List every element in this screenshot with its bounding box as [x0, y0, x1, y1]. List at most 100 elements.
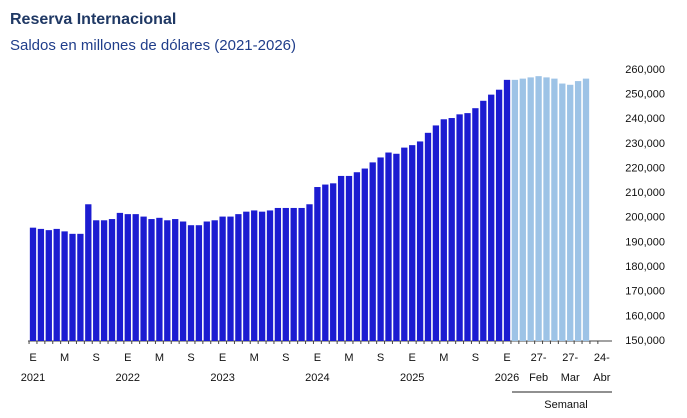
x-tick-label: 24-	[594, 352, 610, 364]
bar	[61, 231, 68, 341]
bar	[227, 216, 234, 341]
x-sublabel: 2024	[305, 372, 329, 384]
bar	[472, 108, 479, 341]
bar	[424, 132, 432, 341]
bar	[393, 153, 400, 341]
bar	[551, 78, 558, 341]
bar	[401, 147, 408, 341]
x-tick-label: E	[503, 352, 510, 364]
bar	[29, 227, 37, 341]
bar	[282, 207, 289, 341]
x-sublabel: 2026	[495, 372, 519, 384]
bar	[45, 230, 52, 341]
bar	[211, 220, 218, 341]
bar	[179, 221, 187, 341]
bar	[464, 113, 471, 341]
y-tick-label: 230,000	[625, 138, 665, 150]
x-tick-label: M	[344, 352, 353, 364]
bar	[432, 125, 440, 341]
chart-title: Reserva Internacional	[10, 11, 176, 28]
bar	[290, 207, 297, 341]
x-tick-label: E	[29, 352, 36, 364]
x-tick-label: S	[472, 352, 479, 364]
bar	[298, 207, 305, 341]
bar	[582, 78, 590, 341]
y-tick-label: 260,000	[625, 64, 665, 76]
bar	[219, 216, 226, 341]
bar	[488, 94, 495, 342]
bar	[503, 79, 511, 341]
bar	[337, 175, 345, 341]
bar	[132, 214, 139, 341]
bar	[195, 225, 203, 341]
bar	[345, 175, 353, 341]
x-tick-label: E	[409, 352, 416, 364]
bar	[456, 114, 463, 341]
x-tick-label: M	[250, 352, 259, 364]
bar	[148, 219, 155, 341]
bar	[353, 172, 361, 341]
bar	[559, 83, 566, 342]
bar	[140, 216, 147, 341]
y-tick-label: 210,000	[625, 187, 665, 199]
y-tick-label: 160,000	[625, 310, 665, 322]
bar	[93, 220, 100, 341]
bar	[385, 152, 392, 341]
x-tick-label: M	[439, 352, 448, 364]
y-tick-label: 180,000	[625, 261, 665, 273]
bar	[156, 217, 163, 341]
bar	[235, 214, 242, 341]
x-tick-label: S	[377, 352, 384, 364]
y-tick-label: 250,000	[625, 89, 665, 101]
x-tick-label: 27-	[562, 352, 578, 364]
x-sublabel: 2021	[21, 372, 45, 384]
bar	[85, 204, 92, 341]
x-sublabel: Mar	[561, 372, 580, 384]
bar	[124, 214, 131, 341]
x-tick-label: S	[93, 352, 100, 364]
bar	[251, 210, 258, 341]
bar	[369, 162, 376, 341]
bar	[535, 76, 542, 341]
bar	[116, 212, 124, 341]
y-tick-label: 220,000	[625, 162, 665, 174]
bar	[274, 207, 282, 341]
bar	[77, 233, 84, 341]
bar	[361, 168, 368, 341]
bar	[100, 220, 108, 341]
y-tick-label: 170,000	[625, 286, 665, 298]
x-sublabel: 2025	[400, 372, 424, 384]
bar	[322, 184, 329, 341]
bar	[409, 145, 416, 341]
x-tick-label: M	[155, 352, 164, 364]
bar	[266, 210, 274, 341]
x-sublabel: Abr	[593, 372, 610, 384]
bar	[187, 225, 195, 341]
x-tick-label: M	[60, 352, 69, 364]
bar	[53, 228, 60, 341]
x-tick-label: S	[187, 352, 194, 364]
bar	[203, 221, 210, 341]
bar	[172, 219, 179, 341]
x-tick-label: E	[124, 352, 131, 364]
group-label: Semanal	[544, 399, 587, 411]
x-sublabel: Feb	[529, 372, 548, 384]
y-tick-label: 240,000	[625, 113, 665, 125]
bar	[495, 89, 503, 341]
bar	[480, 100, 487, 341]
bar	[164, 220, 171, 341]
bar	[258, 211, 266, 341]
x-tick-label: S	[282, 352, 289, 364]
bar	[448, 118, 455, 341]
bar	[314, 187, 321, 341]
bar	[416, 141, 424, 341]
bar	[37, 228, 45, 341]
y-tick-label: 200,000	[625, 212, 665, 224]
x-tick-label: E	[314, 352, 321, 364]
chart-subtitle: Saldos en millones de dólares (2021-2026…	[10, 37, 296, 54]
x-sublabel: 2022	[116, 372, 140, 384]
bar	[330, 183, 337, 341]
bar	[440, 119, 447, 341]
bar	[519, 78, 526, 341]
